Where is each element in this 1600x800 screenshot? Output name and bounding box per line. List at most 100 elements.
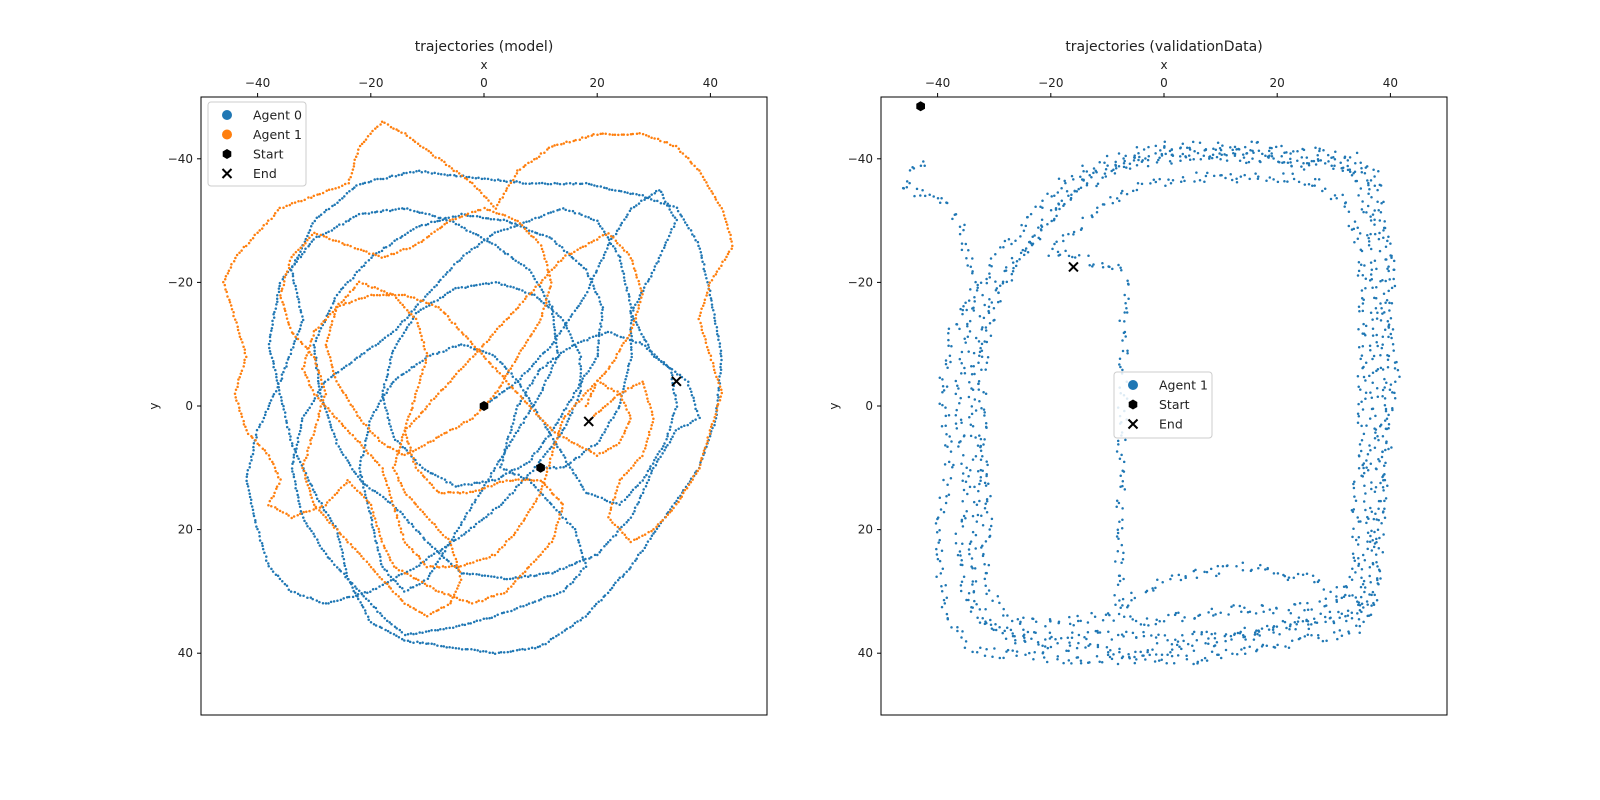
data-point (415, 226, 418, 229)
data-point (478, 189, 481, 192)
data-point (388, 358, 392, 361)
data-point (530, 646, 534, 650)
data-point (561, 318, 565, 322)
data-point (319, 375, 323, 378)
data-point (381, 470, 385, 473)
data-point (570, 441, 573, 444)
data-point (359, 459, 362, 463)
data-point (683, 424, 686, 428)
data-point (1366, 453, 1370, 456)
data-point (957, 445, 960, 448)
data-point (1216, 653, 1219, 657)
data-point (944, 424, 947, 427)
data-point (913, 194, 916, 198)
data-point (629, 303, 632, 306)
data-point (519, 399, 523, 403)
data-point (922, 160, 925, 163)
data-point (516, 577, 520, 580)
data-point (347, 399, 350, 402)
data-point (281, 511, 285, 514)
data-point (397, 523, 401, 527)
data-point (552, 319, 555, 322)
data-point (1003, 629, 1006, 633)
data-point (504, 189, 508, 193)
data-point (449, 594, 452, 597)
data-point (975, 651, 979, 654)
data-point (1376, 200, 1379, 204)
data-point (1297, 616, 1301, 619)
data-point (629, 133, 633, 136)
data-point (589, 450, 593, 454)
data-point (567, 329, 571, 333)
data-point (650, 471, 653, 475)
data-point (270, 326, 274, 330)
data-point (1372, 517, 1376, 521)
data-point (300, 419, 304, 423)
data-point (369, 417, 373, 420)
data-point (629, 330, 633, 333)
data-point (1307, 623, 1310, 626)
data-point (1295, 622, 1298, 626)
data-point (394, 296, 398, 300)
data-point (400, 131, 403, 134)
data-point (511, 375, 515, 379)
data-point (554, 341, 558, 345)
data-point (356, 152, 359, 155)
data-point (1272, 645, 1276, 649)
data-point (555, 338, 558, 341)
data-point (460, 423, 463, 426)
data-point (632, 464, 635, 467)
data-point (1314, 146, 1317, 150)
data-point (616, 525, 620, 529)
data-point (1384, 301, 1387, 305)
data-point (247, 489, 251, 492)
data-point (567, 463, 571, 466)
data-point (1015, 650, 1019, 653)
data-point (411, 317, 415, 320)
data-point (977, 361, 980, 364)
data-point (517, 524, 521, 528)
data-point (505, 590, 509, 593)
data-point (979, 468, 983, 472)
data-point (278, 284, 281, 288)
data-point (1205, 630, 1208, 634)
data-point (502, 453, 506, 456)
data-point (699, 250, 703, 254)
data-point (381, 583, 385, 587)
data-point (976, 616, 979, 619)
data-point (460, 648, 464, 651)
data-point (644, 390, 647, 393)
data-point (351, 586, 354, 589)
data-point (280, 399, 283, 402)
data-point (563, 414, 567, 418)
data-point (1274, 145, 1278, 149)
data-point (1378, 536, 1381, 540)
data-point (694, 472, 698, 476)
data-point (633, 538, 636, 541)
data-point (565, 585, 569, 588)
data-point (313, 349, 316, 353)
data-point (627, 518, 630, 522)
y-tick-label: −20 (168, 275, 193, 289)
data-point (420, 334, 423, 338)
data-point (1332, 621, 1336, 625)
data-point (1037, 226, 1040, 229)
data-point (532, 560, 536, 563)
data-point (367, 618, 370, 622)
data-point (520, 479, 524, 482)
data-point (606, 591, 610, 595)
data-point (1370, 487, 1373, 491)
data-point (964, 242, 968, 246)
data-point (704, 341, 708, 345)
data-point (380, 289, 383, 292)
data-point (1043, 645, 1047, 648)
data-point (326, 350, 330, 353)
data-point (1128, 162, 1132, 166)
data-point (960, 520, 964, 523)
data-point (439, 530, 442, 534)
data-point (659, 455, 662, 459)
data-point (562, 589, 565, 593)
data-point (380, 540, 383, 543)
data-point (617, 406, 620, 410)
data-point (268, 457, 272, 461)
